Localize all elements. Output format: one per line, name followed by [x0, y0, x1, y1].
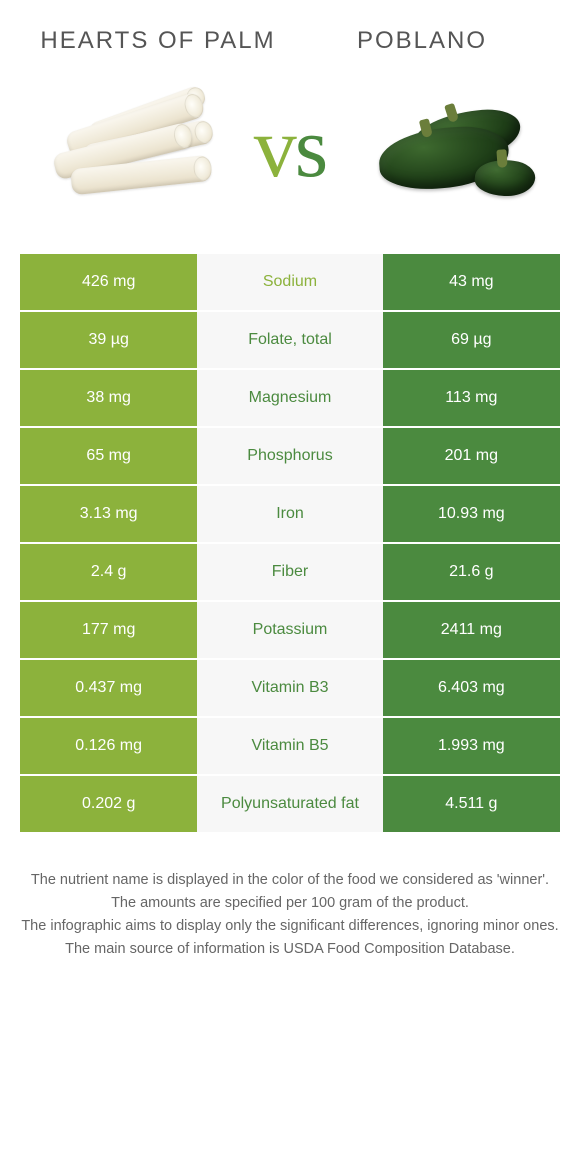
footnotes: The nutrient name is displayed in the co… — [20, 870, 560, 960]
nutrient-label: Vitamin B5 — [197, 718, 382, 774]
vs-row: vs — [0, 64, 580, 254]
table-row: 38 mgMagnesium113 mg — [20, 370, 560, 428]
nutrient-label: Fiber — [197, 544, 382, 600]
nutrient-label: Potassium — [197, 602, 382, 658]
nutrient-label: Sodium — [197, 254, 382, 310]
value-b: 43 mg — [383, 254, 560, 310]
hearts-of-palm-illustration — [43, 72, 223, 222]
header: Hearts of Palm Poblano — [0, 0, 580, 64]
vs-label: vs — [254, 104, 326, 190]
comparison-page: { "food_a": { "name": "Hearts of Palm", … — [0, 0, 580, 960]
nutrient-label: Vitamin B3 — [197, 660, 382, 716]
vs-letter-v: v — [254, 99, 295, 195]
footnote-line: The nutrient name is displayed in the co… — [20, 870, 560, 891]
food-a-title: Hearts of Palm — [26, 26, 290, 56]
value-b: 10.93 mg — [383, 486, 560, 542]
value-b: 69 µg — [383, 312, 560, 368]
footnote-line: The infographic aims to display only the… — [20, 916, 560, 937]
food-b-title: Poblano — [290, 26, 554, 56]
value-b: 6.403 mg — [383, 660, 560, 716]
nutrient-label: Iron — [197, 486, 382, 542]
value-b: 21.6 g — [383, 544, 560, 600]
value-a: 2.4 g — [20, 544, 197, 600]
title-col-a: Hearts of Palm — [26, 26, 290, 56]
vs-letter-s: s — [295, 99, 326, 195]
nutrient-label: Magnesium — [197, 370, 382, 426]
table-row: 0.437 mgVitamin B36.403 mg — [20, 660, 560, 718]
vs-col: vs — [248, 104, 332, 190]
table-row: 3.13 mgIron10.93 mg — [20, 486, 560, 544]
nutrient-label: Phosphorus — [197, 428, 382, 484]
table-row: 0.202 gPolyunsaturated fat4.511 g — [20, 776, 560, 834]
table-row: 39 µgFolate, total69 µg — [20, 312, 560, 370]
value-a: 38 mg — [20, 370, 197, 426]
poblano-illustration — [357, 72, 537, 222]
nutrient-label: Polyunsaturated fat — [197, 776, 382, 832]
table-row: 2.4 gFiber21.6 g — [20, 544, 560, 602]
food-a-image-col — [18, 72, 248, 222]
footnote-line: The main source of information is USDA F… — [20, 939, 560, 960]
value-b: 113 mg — [383, 370, 560, 426]
value-a: 0.202 g — [20, 776, 197, 832]
value-a: 39 µg — [20, 312, 197, 368]
value-b: 201 mg — [383, 428, 560, 484]
table-row: 65 mgPhosphorus201 mg — [20, 428, 560, 486]
value-a: 0.126 mg — [20, 718, 197, 774]
table-row: 426 mgSodium43 mg — [20, 254, 560, 312]
value-a: 426 mg — [20, 254, 197, 310]
table-row: 0.126 mgVitamin B51.993 mg — [20, 718, 560, 776]
value-b: 2411 mg — [383, 602, 560, 658]
title-col-b: Poblano — [290, 26, 554, 56]
value-a: 65 mg — [20, 428, 197, 484]
value-a: 0.437 mg — [20, 660, 197, 716]
value-b: 1.993 mg — [383, 718, 560, 774]
value-b: 4.511 g — [383, 776, 560, 832]
nutrient-label: Folate, total — [197, 312, 382, 368]
table-row: 177 mgPotassium2411 mg — [20, 602, 560, 660]
value-a: 3.13 mg — [20, 486, 197, 542]
value-a: 177 mg — [20, 602, 197, 658]
footnote-line: The amounts are specified per 100 gram o… — [20, 893, 560, 914]
food-b-image-col — [332, 72, 562, 222]
comparison-table: 426 mgSodium43 mg39 µgFolate, total69 µg… — [20, 254, 560, 834]
